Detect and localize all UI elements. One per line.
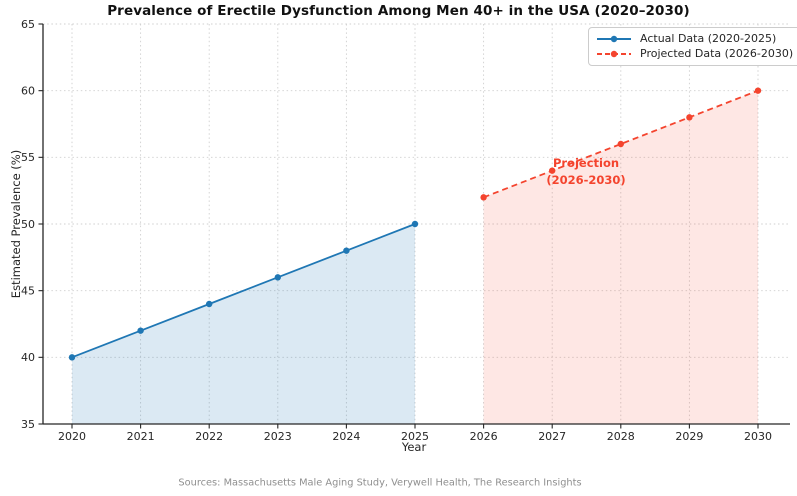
legend: Actual Data (2020-2025) Projected Data (…: [588, 27, 797, 66]
y-tick-labels: 35 40 45 50 55 60 65: [21, 18, 35, 431]
x-tick-labels: 2020 2021 2022 2023 2024 2025 2026 2027 2028 2029…: [58, 430, 772, 443]
svg-text:2022: 2022: [195, 430, 223, 443]
projected-area-fill: [483, 90, 758, 425]
actual-line: [71, 223, 416, 359]
source-note: Sources: Massachusetts Male Aging Study,…: [178, 477, 582, 489]
legend-item-projected: Projected Data (2026-2030): [596, 47, 793, 60]
svg-text:2028: 2028: [607, 430, 635, 443]
svg-text:2029: 2029: [675, 430, 703, 443]
actual-markers: [68, 220, 419, 361]
svg-text:55: 55: [21, 151, 35, 164]
x-axis-title: Year: [401, 440, 427, 454]
svg-text:60: 60: [21, 84, 35, 97]
svg-text:35: 35: [21, 418, 35, 431]
svg-text:40: 40: [21, 351, 35, 364]
chart-title: Prevalence of Erectile Dysfunction Among…: [107, 3, 690, 19]
svg-text:2030: 2030: [744, 430, 772, 443]
legend-label-projected: Projected Data (2026-2030): [640, 47, 794, 60]
svg-text:50: 50: [21, 218, 35, 231]
legend-item-actual: Actual Data (2020-2025): [596, 32, 793, 45]
svg-text:2020: 2020: [58, 430, 86, 443]
svg-text:2025: 2025: [401, 430, 429, 443]
axis-ticks: [38, 23, 759, 429]
projected-line-swatch-icon: [597, 50, 631, 57]
svg-text:45: 45: [21, 284, 35, 297]
svg-text:2021: 2021: [127, 430, 155, 443]
projection-annotation-line2: (2026-2030): [546, 172, 626, 187]
svg-text:2024: 2024: [332, 430, 360, 443]
svg-text:65: 65: [21, 18, 35, 31]
projected-line: [483, 89, 759, 199]
projected-markers: [480, 87, 762, 201]
svg-text:2026: 2026: [470, 430, 498, 443]
legend-label-actual: Actual Data (2020-2025): [640, 32, 777, 45]
y-axis-title: Estimated Prevalence (%): [9, 149, 23, 299]
svg-text:2023: 2023: [264, 430, 292, 443]
projection-annotation: Projection (2026-2030): [546, 155, 625, 188]
svg-text:2027: 2027: [538, 430, 566, 443]
actual-line-swatch-icon: [597, 35, 631, 42]
actual-area-fill: [72, 224, 415, 424]
projection-annotation-line1: Projection: [552, 156, 620, 170]
